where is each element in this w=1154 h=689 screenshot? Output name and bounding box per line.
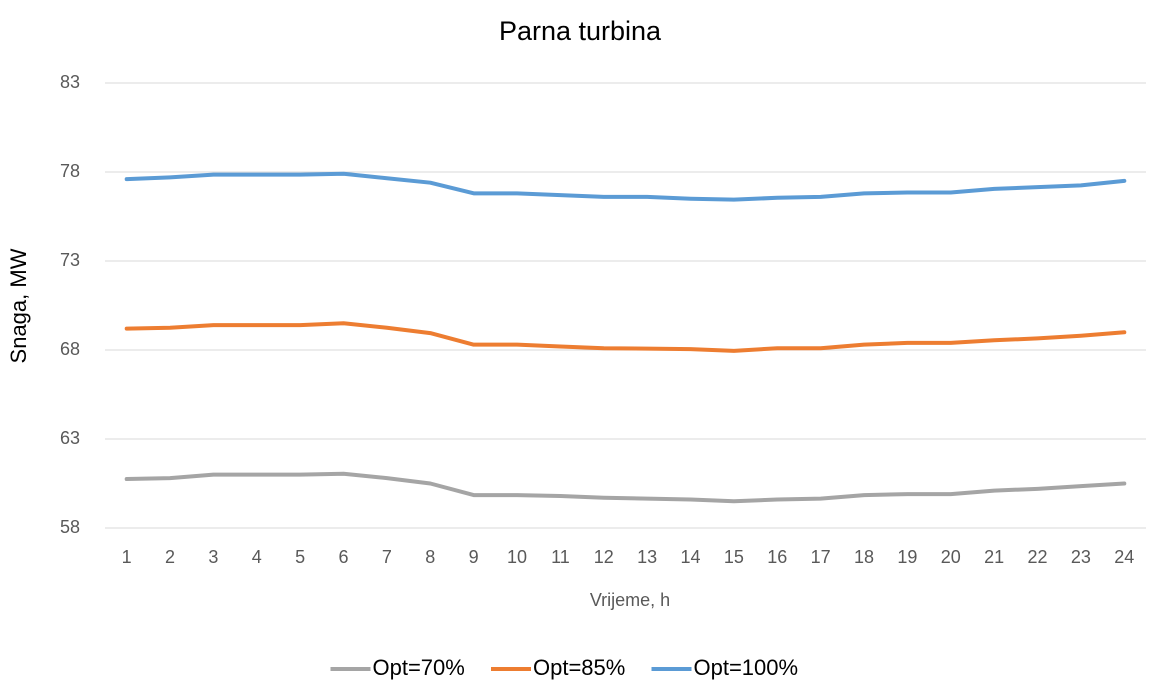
x-tick-label: 16 — [767, 547, 787, 567]
x-tick-label: 15 — [724, 547, 744, 567]
x-tick-label: 2 — [165, 547, 175, 567]
x-tick-label: 3 — [208, 547, 218, 567]
y-tick-label: 73 — [60, 250, 80, 270]
x-tick-label: 19 — [897, 547, 917, 567]
y-tick-label: 58 — [60, 517, 80, 537]
line-series — [124, 471, 1127, 504]
x-tick-label: 7 — [382, 547, 392, 567]
line-series — [124, 171, 1127, 202]
x-tick-label: 6 — [339, 547, 349, 567]
x-axis-label: Vrijeme, h — [590, 590, 670, 610]
legend-label: Opt=100% — [694, 655, 799, 680]
x-tick-label: 9 — [469, 547, 479, 567]
x-tick-label: 23 — [1071, 547, 1091, 567]
x-tick-label: 13 — [637, 547, 657, 567]
x-tick-label: 1 — [122, 547, 132, 567]
y-tick-label: 78 — [60, 161, 80, 181]
line-series — [124, 321, 1127, 353]
y-tick-label: 83 — [60, 72, 80, 92]
legend-label: Opt=85% — [533, 655, 625, 680]
x-tick-label: 8 — [425, 547, 435, 567]
y-tick-label: 68 — [60, 339, 80, 359]
chart-title: Parna turbina — [499, 16, 662, 46]
x-tick-label: 12 — [594, 547, 614, 567]
y-axis-label: Snaga, MW — [6, 248, 31, 363]
y-tick-label: 63 — [60, 428, 80, 448]
x-tick-label: 5 — [295, 547, 305, 567]
x-tick-label: 10 — [507, 547, 527, 567]
x-tick-label: 21 — [984, 547, 1004, 567]
x-tick-label: 20 — [941, 547, 961, 567]
x-tick-label: 17 — [811, 547, 831, 567]
x-tick-label: 18 — [854, 547, 874, 567]
x-tick-label: 22 — [1028, 547, 1048, 567]
x-tick-label: 24 — [1114, 547, 1134, 567]
legend-label: Opt=70% — [373, 655, 465, 680]
x-tick-label: 4 — [252, 547, 262, 567]
x-tick-label: 11 — [551, 547, 570, 567]
x-tick-label: 14 — [681, 547, 701, 567]
